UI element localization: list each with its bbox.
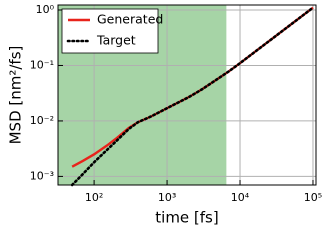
y-axis-label: MSD [nm²/fs] — [7, 46, 25, 145]
y-tick-label: 10⁻² — [30, 114, 54, 127]
legend-box — [61, 8, 159, 54]
y-tick-label: 10⁻¹ — [30, 58, 54, 71]
legend-label: Generated — [97, 12, 163, 27]
legend-label: Target — [96, 33, 136, 48]
series-line — [70, 6, 315, 187]
x-axis-label: time [fs] — [155, 209, 218, 227]
plot-frame — [57, 4, 317, 186]
x-tick-label: 10³ — [158, 191, 176, 204]
y-tick-label: 10⁰ — [36, 3, 55, 16]
x-tick-label: 10² — [85, 191, 103, 204]
x-tick-label: 10⁵ — [304, 191, 322, 204]
x-tick-label: 10⁴ — [231, 191, 250, 204]
y-tick-label: 10⁻³ — [30, 169, 54, 182]
chart: time [fs] MSD [nm²/fs] 10² 10³ 10⁴ 10⁵ 10⁻³ 1… — [7, 3, 323, 227]
